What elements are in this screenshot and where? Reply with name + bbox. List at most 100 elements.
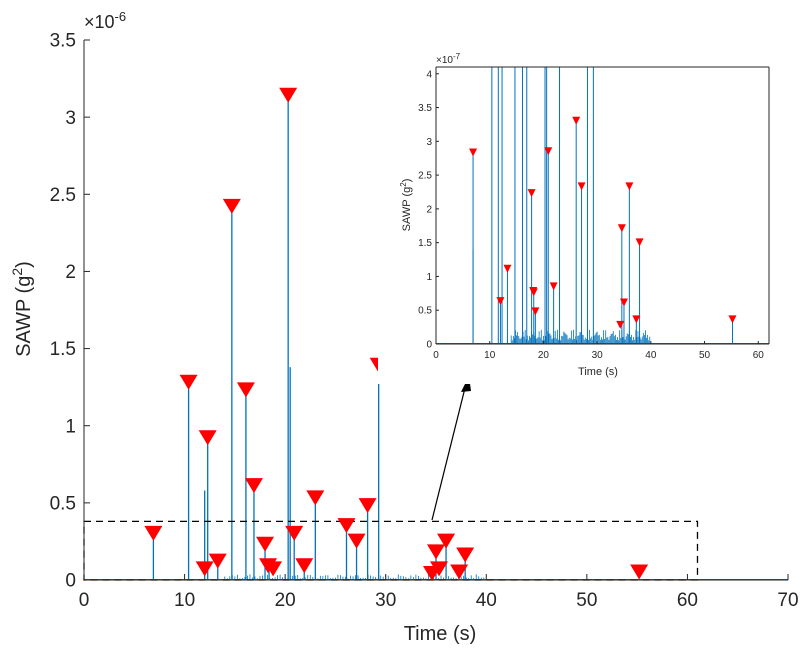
inset-peak-markers [469, 116, 737, 329]
inset-exponent-label: ×10-7 [436, 52, 461, 66]
x-tick-label: 10 [174, 590, 195, 611]
x-tick-label: 20 [538, 350, 550, 361]
inset-y-label-tail: ) [401, 179, 413, 183]
x-tick-label: 60 [677, 590, 698, 611]
y-tick-label: 0 [426, 340, 432, 351]
inset-axis-frame [435, 66, 770, 345]
y-tick-label: 1.5 [50, 339, 76, 360]
main-exponent-prefix: ×10 [84, 12, 115, 32]
y-tick-label: 2.5 [418, 171, 432, 182]
x-tick-label: 50 [576, 590, 597, 611]
peak-marker [630, 564, 649, 580]
peak-marker [616, 320, 625, 329]
y-tick-label: 3.5 [50, 31, 76, 52]
peak-marker [635, 238, 644, 247]
y-tick-label: 3.5 [418, 103, 432, 114]
main-y-label-sup: 2 [9, 268, 25, 276]
peak-marker [728, 315, 737, 324]
peak-marker [358, 498, 377, 514]
x-tick-label: 60 [753, 350, 765, 361]
zoom-arrow [431, 376, 471, 521]
zoom-region-rect [83, 520, 699, 581]
peak-marker [347, 533, 366, 549]
inset-exponent-prefix: ×10 [436, 55, 453, 66]
peak-marker [549, 282, 558, 291]
x-tick-label: 0 [79, 590, 90, 611]
peak-marker [619, 298, 628, 307]
x-tick-label: 50 [699, 350, 711, 361]
peak-marker [427, 544, 445, 560]
peak-marker [572, 116, 581, 125]
peak-marker [529, 287, 538, 296]
peak-marker [430, 561, 449, 577]
x-tick-label: 70 [777, 590, 798, 611]
peak-marker [469, 148, 478, 157]
peak-marker [195, 561, 214, 577]
main-exponent-power: -6 [115, 9, 127, 24]
main-exponent-label: ×10-6 [84, 9, 126, 32]
y-tick-label: 3 [65, 108, 76, 129]
x-tick-label: 30 [375, 590, 396, 611]
inset-series-line [436, 67, 769, 344]
y-tick-label: 1 [65, 416, 76, 437]
main-y-ticks: 0 0.5 1 1.5 2 2.5 3 3.5 [50, 31, 90, 592]
peak-marker [577, 182, 586, 191]
main-x-label: Time (s) [404, 623, 477, 645]
inset-y-ticks: 0 0.5 1 1.5 2 2.5 3 3.5 4 [418, 69, 439, 351]
inset-y-label-base: SAWP (g [401, 187, 413, 232]
peak-marker [264, 561, 283, 577]
x-tick-label: 20 [275, 590, 296, 611]
peak-marker [285, 525, 304, 541]
zoom-box [83, 520, 699, 581]
x-tick-label: 40 [476, 590, 497, 611]
y-tick-label: 2.5 [50, 185, 76, 206]
main-x-ticks: 0 10 20 30 40 50 60 70 [79, 574, 799, 611]
y-tick-label: 3 [426, 137, 432, 148]
inset-background [378, 44, 792, 384]
main-y-label-tail: ) [13, 261, 35, 268]
peak-marker [144, 525, 163, 541]
peak-marker [198, 430, 217, 446]
peak-marker [437, 533, 456, 549]
inset-y-label: SAWP (g2) [399, 179, 413, 232]
peak-marker [527, 189, 536, 198]
main-y-label-base: SAWP (g [13, 276, 35, 357]
main-y-label: SAWP (g2) [9, 261, 35, 357]
x-tick-label: 10 [484, 350, 496, 361]
inset-x-label: Time (s) [578, 366, 618, 378]
peak-marker [256, 536, 275, 552]
y-tick-label: 1 [426, 272, 432, 283]
peak-marker [179, 374, 198, 390]
peak-marker [306, 490, 325, 506]
inset-x-ticks: 0 10 20 30 40 50 60 [433, 341, 764, 361]
y-tick-label: 0 [65, 571, 76, 592]
inset-y-label-sup: 2 [399, 182, 408, 187]
peak-marker [496, 297, 505, 306]
zoom-arrow-shaft [431, 383, 467, 521]
main-peak-markers [144, 87, 649, 582]
y-tick-label: 1.5 [418, 238, 432, 249]
x-tick-label: 30 [592, 350, 604, 361]
y-tick-label: 4 [426, 69, 432, 80]
y-tick-label: 2 [65, 262, 76, 283]
peak-marker [617, 224, 626, 233]
peak-marker [222, 198, 241, 214]
peak-marker [625, 182, 634, 191]
x-tick-label: 0 [433, 350, 439, 361]
peak-marker [450, 564, 469, 580]
peak-marker [544, 147, 553, 156]
main-axes: 0 10 20 30 40 50 60 70 00.511.522.533.5 ×10-6 T… [9, 9, 799, 645]
peak-marker [456, 547, 475, 563]
x-tick-label: 40 [645, 350, 657, 361]
peak-marker [531, 307, 540, 316]
peak-marker [208, 553, 227, 569]
peak-marker [236, 382, 255, 398]
peak-marker [295, 558, 314, 574]
peak-marker [244, 478, 263, 494]
peak-marker [337, 518, 356, 534]
main-axis-frame [83, 40, 788, 581]
peak-marker [503, 264, 512, 273]
y-tick-label: 0.5 [50, 494, 76, 515]
peak-marker [632, 315, 641, 324]
